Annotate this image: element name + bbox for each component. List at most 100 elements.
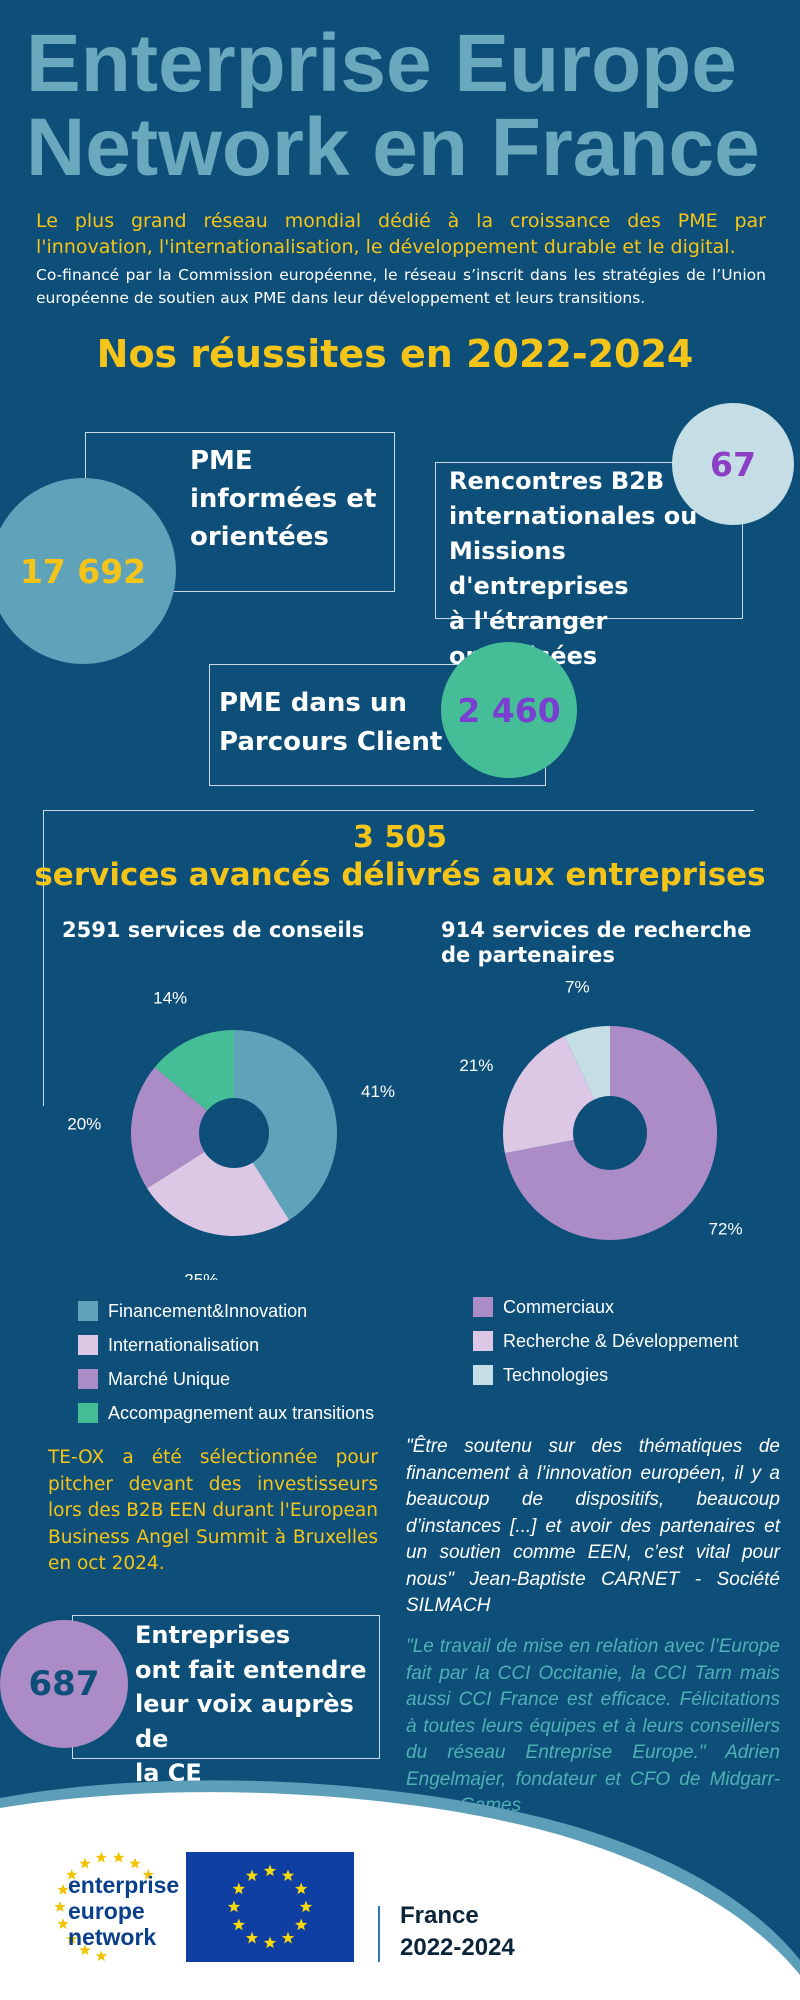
eu-star-icon [245, 1869, 259, 1882]
voix-label-line: ont fait entendre [135, 1655, 367, 1684]
een-star-icon [95, 1851, 108, 1863]
eu-star-icon [232, 1882, 245, 1895]
legend-swatch [78, 1301, 98, 1321]
een-star-icon [65, 1933, 78, 1944]
legend-label: Accompagnement aux transitions [108, 1402, 375, 1423]
legend-swatch [78, 1403, 98, 1423]
legend-label: Technologies [503, 1364, 609, 1385]
een-logo-line: enterprise [68, 1872, 180, 1898]
donut-slice-2 [147, 1133, 290, 1236]
b2b-box [435, 462, 743, 619]
title-line-2: Network en France [26, 102, 760, 193]
slice-label-3: 20% [67, 1115, 101, 1134]
b2b-label-line: internationales ou [449, 502, 698, 530]
footer-country: France 2022-2024 [400, 1900, 515, 1964]
chart-2-title: 914 services de recherche de partenaires [441, 918, 752, 967]
legend-label: Internationalisation [108, 1334, 260, 1355]
een-star-icon [57, 1883, 69, 1895]
footer-period: 2022-2024 [400, 1934, 515, 1961]
eu-star-icon [299, 1900, 313, 1913]
een-star-icon [65, 1868, 78, 1880]
een-logo-text: enterprise europe network [68, 1872, 179, 1950]
footer-country-name: France [400, 1902, 479, 1929]
page-title: Enterprise Europe Network en France [26, 22, 786, 190]
teox-highlight: TE-OX a été sélectionnée pour pitcher de… [48, 1447, 378, 1574]
een-logo-icon [54, 1851, 155, 1962]
parcours-value: 2 460 [457, 690, 561, 730]
voix-value: 687 [28, 1664, 100, 1704]
services-total: 3 505 [353, 820, 447, 855]
pme-informed-label-line: orientées [190, 522, 329, 552]
eu-star-icon [227, 1900, 241, 1913]
legend-item: Technologies [473, 1358, 793, 1392]
een-star-icon [129, 1857, 141, 1869]
donut-slice-1 [234, 1030, 337, 1220]
legend-item: Commerciaux [473, 1290, 793, 1324]
eu-star-icon [232, 1918, 245, 1931]
title-line-1: Enterprise Europe [26, 18, 737, 109]
een-star-icon [95, 1950, 108, 1962]
slice-label-1: 41% [361, 1082, 395, 1101]
legend-swatch [78, 1335, 98, 1355]
b2b-circle: 67 [672, 403, 794, 525]
eu-star-icon [295, 1918, 308, 1931]
chart-2-donut: 72% 21% 7% [459, 980, 743, 1240]
legend-label: Commerciaux [503, 1296, 615, 1317]
een-logo-line: europe [68, 1898, 145, 1924]
slice-label-2: 21% [459, 1056, 493, 1075]
parcours-label: PME dans un Parcours Client [219, 684, 449, 762]
services-label: services avancés délivrés aux entreprise… [34, 857, 766, 893]
footer-divider [378, 1906, 380, 1962]
pme-informed-label: PME informées et orientées [190, 442, 390, 556]
legend-item: Recherche & Développement [473, 1324, 793, 1358]
legend-label: Financement&Innovation [108, 1300, 308, 1321]
legend-label: Marché Unique [108, 1368, 231, 1389]
legend-swatch [473, 1331, 493, 1351]
eu-flag-icon [186, 1852, 354, 1962]
donut-hole [199, 1098, 269, 1168]
legend-label: Recherche & Développement [503, 1330, 739, 1351]
legend-item: Internationalisation [78, 1328, 418, 1362]
chart-1-legend: Financement&Innovation Internationalisat… [78, 1294, 418, 1430]
slice-label-2: 25% [184, 1270, 218, 1280]
een-star-icon [57, 1918, 69, 1929]
successes-heading: Nos réussites en 2022-2024 [96, 332, 694, 376]
voix-label-line: leur voix auprès de [135, 1690, 354, 1753]
pme-informed-label-line: PME [190, 446, 253, 476]
b2b-value: 67 [710, 444, 756, 484]
parcours-label-line: Parcours Client [219, 727, 443, 757]
legend-swatch [78, 1369, 98, 1389]
eu-star-icon [281, 1931, 295, 1944]
eu-star-icon [263, 1936, 277, 1949]
intro-detail: Co-financé par la Commission européenne,… [36, 266, 766, 307]
eu-star-icon [263, 1864, 277, 1877]
legend-item: Accompagnement aux transitions [78, 1396, 418, 1430]
slice-label-3: 7% [565, 980, 590, 997]
legend-item: Financement&Innovation [78, 1294, 418, 1328]
testimonial-quote: "Le travail de mise en relation avec l’E… [406, 1636, 780, 1816]
eu-star-icon [295, 1882, 308, 1895]
legend-swatch [473, 1365, 493, 1385]
services-frame [43, 810, 754, 1106]
donut-slice-3 [131, 1067, 234, 1189]
voix-label: Entreprises ont fait entendre leur voix … [135, 1618, 385, 1791]
pme-informed-circle: 17 692 [0, 478, 176, 664]
parcours-circle: 2 460 [441, 642, 577, 778]
legend-item: Marché Unique [78, 1362, 418, 1396]
een-star-icon [112, 1851, 125, 1863]
slice-label-1: 72% [709, 1220, 743, 1239]
intro-highlight: Le plus grand réseau mondial dédié à la … [36, 210, 766, 258]
eu-star-icon [245, 1931, 259, 1944]
een-star-icon [54, 1901, 66, 1912]
voix-label-line: Entreprises [135, 1621, 291, 1649]
parcours-label-line: PME dans un [219, 688, 407, 718]
pme-informed-value: 17 692 [19, 551, 147, 591]
een-star-icon [79, 1857, 91, 1869]
chart-1-title: 2591 services de conseils [62, 918, 365, 942]
testimonial-quote: "Être soutenu sur des thématiques de fin… [406, 1436, 780, 1616]
voix-circle: 687 [0, 1620, 128, 1748]
chart-2-legend: Commerciaux Recherche & Développement Te… [473, 1290, 793, 1392]
chart-1-donut: 41% 25% 20% 14% [67, 988, 395, 1280]
pme-informed-label-line: informées et [190, 484, 377, 514]
b2b-label-line: Rencontres B2B [449, 467, 665, 495]
